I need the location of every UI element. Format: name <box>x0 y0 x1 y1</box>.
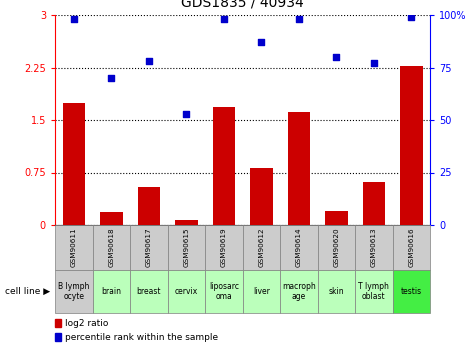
Text: percentile rank within the sample: percentile rank within the sample <box>65 333 218 342</box>
Point <box>145 58 152 64</box>
Point <box>182 111 190 117</box>
Bar <box>137 187 160 225</box>
Point <box>220 17 228 22</box>
Text: testis: testis <box>401 287 422 296</box>
Point <box>257 40 265 45</box>
Point <box>107 75 115 81</box>
Text: GSM90616: GSM90616 <box>408 228 414 267</box>
Text: GSM90611: GSM90611 <box>71 228 77 267</box>
Text: GSM90615: GSM90615 <box>183 228 189 267</box>
Text: GSM90613: GSM90613 <box>371 228 377 267</box>
Bar <box>63 102 85 225</box>
Bar <box>325 211 348 225</box>
Text: macroph
age: macroph age <box>282 282 315 301</box>
Point <box>295 17 303 22</box>
Text: cell line ▶: cell line ▶ <box>5 287 50 296</box>
Text: breast: breast <box>136 287 161 296</box>
Bar <box>287 111 310 225</box>
Bar <box>362 181 385 225</box>
Bar <box>250 168 273 225</box>
Text: cervix: cervix <box>175 287 198 296</box>
Text: skin: skin <box>328 287 344 296</box>
Text: log2 ratio: log2 ratio <box>65 318 108 327</box>
Text: GSM90619: GSM90619 <box>221 228 227 267</box>
Text: GSM90614: GSM90614 <box>296 228 302 267</box>
Text: GSM90620: GSM90620 <box>333 228 339 267</box>
Text: T lymph
oblast: T lymph oblast <box>358 282 389 301</box>
Text: liver: liver <box>253 287 270 296</box>
Bar <box>400 66 422 225</box>
Point <box>408 14 415 20</box>
Bar <box>100 213 123 225</box>
Point <box>370 60 378 66</box>
Text: GSM90617: GSM90617 <box>146 228 152 267</box>
Text: GSM90612: GSM90612 <box>258 228 264 267</box>
Text: liposarc
oma: liposarc oma <box>209 282 239 301</box>
Title: GDS1835 / 40934: GDS1835 / 40934 <box>181 0 304 10</box>
Text: B lymph
ocyte: B lymph ocyte <box>58 282 89 301</box>
Point <box>332 54 340 60</box>
Bar <box>175 220 198 225</box>
Bar <box>212 107 235 225</box>
Text: brain: brain <box>101 287 121 296</box>
Point <box>70 17 77 22</box>
Text: GSM90618: GSM90618 <box>108 228 114 267</box>
